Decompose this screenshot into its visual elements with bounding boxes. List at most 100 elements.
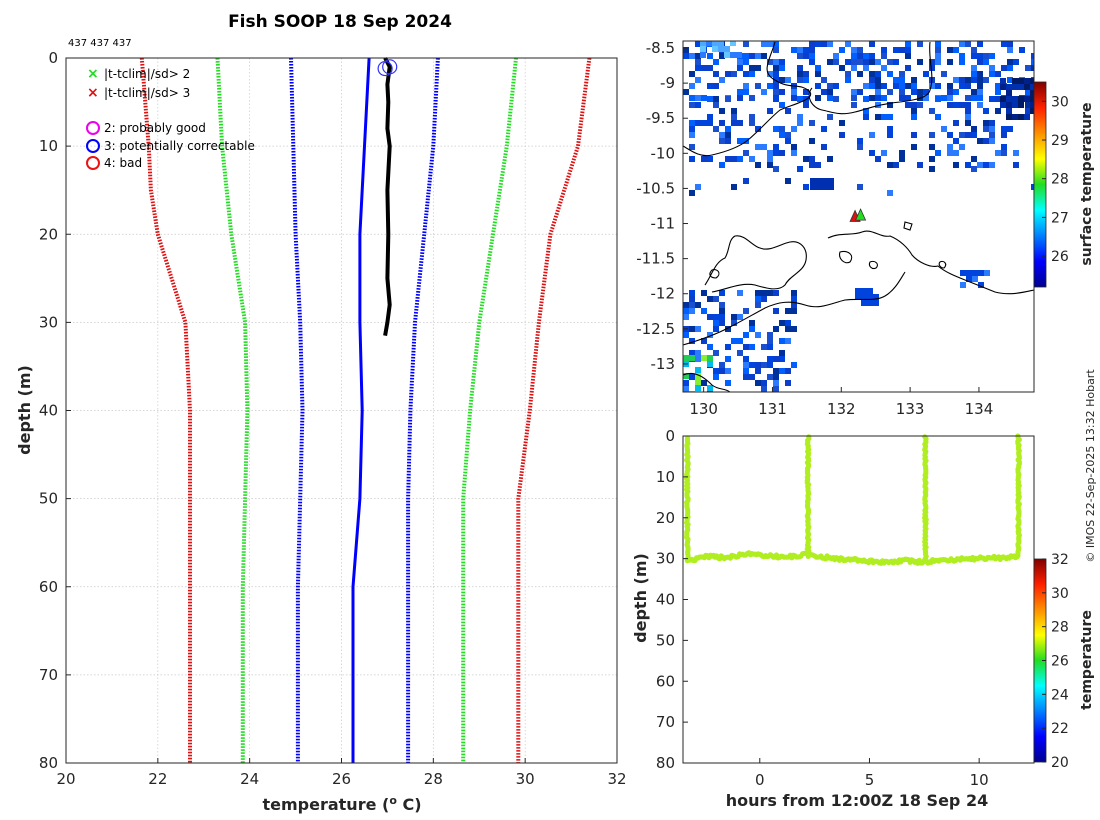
sst-pixel bbox=[707, 114, 713, 120]
sst-pixel bbox=[719, 314, 725, 320]
sst-pixel bbox=[863, 96, 869, 102]
sst-pixel bbox=[983, 53, 989, 59]
sst-pixel bbox=[1001, 65, 1007, 71]
sst-pixel bbox=[743, 368, 749, 374]
sst-pixel bbox=[989, 126, 995, 132]
sst-pixel bbox=[761, 53, 767, 59]
sst-pixel bbox=[731, 156, 737, 162]
sst-pixel bbox=[743, 41, 749, 47]
sst-pixel bbox=[773, 59, 779, 65]
sst-pixel bbox=[995, 150, 1001, 156]
sst-pixel bbox=[713, 314, 719, 320]
sst-pixel bbox=[731, 114, 737, 120]
profile-ytick-label: 0 bbox=[48, 49, 58, 67]
sst-pixel bbox=[917, 162, 923, 168]
sst-pixel bbox=[737, 59, 743, 65]
sst-pixel bbox=[881, 150, 887, 156]
sst-pixel bbox=[791, 290, 797, 296]
sst-pixel bbox=[700, 52, 706, 58]
sst-pixel bbox=[695, 53, 701, 59]
sst-pixel bbox=[822, 184, 828, 190]
sst-pixel bbox=[1012, 96, 1018, 102]
sst-pixel bbox=[755, 162, 761, 168]
sst-pixel bbox=[773, 356, 779, 362]
sst-pixel bbox=[791, 126, 797, 132]
map-xtick-label: 134 bbox=[965, 400, 994, 418]
sst-pixel bbox=[845, 41, 851, 47]
sst-pixel bbox=[701, 156, 707, 162]
sst-pixel bbox=[695, 373, 701, 379]
sst-pixel bbox=[767, 41, 773, 47]
sst-pixel bbox=[689, 290, 695, 296]
sst-pixel bbox=[689, 120, 695, 126]
sst-pixel bbox=[965, 108, 971, 114]
depth-time-xtick-label: 0 bbox=[755, 771, 765, 789]
sst-pixel bbox=[875, 95, 881, 101]
map-ytick-label: -10 bbox=[651, 144, 676, 162]
sst-pixel bbox=[773, 380, 779, 386]
depth-time-ytick-label: 20 bbox=[656, 509, 675, 527]
ship-markers bbox=[849, 208, 867, 222]
sst-pixel bbox=[977, 95, 983, 101]
sst-pixel bbox=[857, 89, 863, 95]
sst-pixel bbox=[821, 41, 827, 47]
coastline-gulf bbox=[683, 271, 906, 346]
sst-pixels bbox=[683, 41, 1034, 392]
sst-pixel bbox=[917, 41, 923, 47]
sst-pixel bbox=[695, 302, 701, 308]
sst-pixel bbox=[743, 59, 749, 65]
sst-pixel bbox=[791, 89, 797, 95]
sst-pixel bbox=[749, 344, 755, 350]
map-xtick-label: 131 bbox=[758, 400, 787, 418]
sst-pixel bbox=[959, 59, 965, 65]
sst-pixel bbox=[965, 77, 971, 83]
sst-pixel bbox=[966, 270, 972, 276]
sst-pixel bbox=[755, 362, 761, 368]
sst-pixel bbox=[875, 83, 881, 89]
sst-pixel bbox=[851, 89, 857, 95]
profile-xlabel-main: temperature ( bbox=[262, 795, 389, 814]
sst-pixel bbox=[1025, 102, 1031, 108]
sst-pixel bbox=[731, 120, 737, 126]
sst-pixel bbox=[917, 59, 923, 65]
depth-time-ytick-label: 60 bbox=[656, 672, 675, 690]
sst-pixel bbox=[713, 96, 719, 102]
map-ytick-label: -10.5 bbox=[636, 179, 675, 197]
sst-pixel bbox=[689, 190, 695, 196]
ids-note: 437 437 437 bbox=[68, 38, 132, 49]
map-ytick-label: -9 bbox=[660, 74, 675, 92]
cast-point bbox=[805, 553, 811, 560]
sst-pixel bbox=[983, 59, 989, 65]
sst-pixel bbox=[821, 77, 827, 83]
sst-pixel bbox=[855, 294, 861, 300]
legend-x-green-label: |t-tclim|/sd> 2 bbox=[104, 67, 190, 81]
sst-pixel bbox=[899, 156, 905, 162]
sst-pixel bbox=[857, 184, 863, 190]
sst-pixel bbox=[983, 108, 989, 114]
sst-pixel bbox=[701, 355, 707, 361]
sst-pixel bbox=[761, 290, 767, 296]
sst-pixel bbox=[971, 65, 977, 71]
sst-pixel bbox=[683, 355, 689, 361]
sst-pixel bbox=[737, 65, 743, 71]
sst-pixel bbox=[839, 47, 845, 53]
sst-pixel bbox=[737, 89, 743, 95]
sst-pixel bbox=[749, 120, 755, 126]
sst-pixel bbox=[875, 156, 881, 162]
sst-pixel bbox=[725, 356, 731, 362]
depth-time-ytick-label: 40 bbox=[656, 591, 675, 609]
sst-pixel bbox=[827, 83, 833, 89]
depth-time-ytick-label: 30 bbox=[656, 550, 675, 568]
sst-pixel bbox=[761, 344, 767, 350]
sst-pixel bbox=[905, 41, 911, 47]
sst-pixel bbox=[972, 270, 978, 276]
sst-pixel bbox=[1030, 102, 1034, 108]
sst-pixel bbox=[791, 326, 797, 332]
sst-pixel bbox=[960, 270, 966, 276]
sst-pixel bbox=[953, 77, 959, 83]
sst-pixel bbox=[809, 59, 815, 65]
depth-time-xlabel: hours from 12:00Z 18 Sep 24 bbox=[726, 791, 988, 810]
sst-colorbar bbox=[1033, 81, 1047, 288]
sst-pixel bbox=[761, 144, 767, 150]
